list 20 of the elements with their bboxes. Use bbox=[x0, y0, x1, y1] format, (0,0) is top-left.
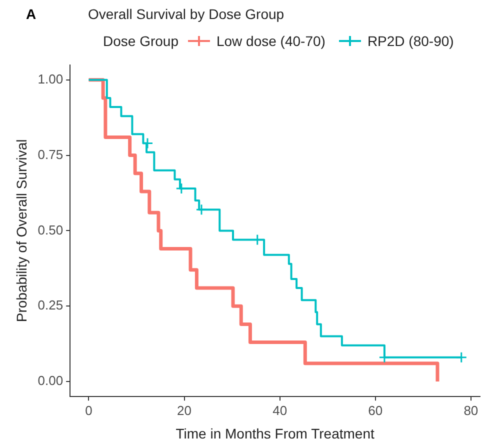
y-tick-label: 0.25 bbox=[38, 298, 64, 313]
y-axis-title: Probability of Overall Survival bbox=[13, 139, 30, 322]
x-tick-label: 60 bbox=[368, 402, 383, 418]
x-tick-label: 20 bbox=[177, 402, 192, 418]
legend-title: Dose Group bbox=[103, 33, 178, 49]
x-tick-label: 40 bbox=[272, 402, 288, 418]
y-tick-label: 1.00 bbox=[38, 71, 64, 86]
y-tick-label: 0.75 bbox=[38, 146, 64, 162]
y-tick-label: 0.00 bbox=[38, 373, 64, 388]
x-axis-title: Time in Months From Treatment bbox=[176, 425, 374, 442]
point bbox=[196, 204, 208, 216]
x-tick-label: 0 bbox=[85, 402, 92, 418]
x-tick-label: 80 bbox=[464, 402, 478, 418]
point bbox=[456, 352, 468, 364]
point bbox=[378, 352, 390, 364]
y-tick-label: 0.50 bbox=[38, 222, 64, 238]
chart-title: Overall Survival by Dose Group bbox=[88, 6, 284, 22]
legend-label: RP2D (80-90) bbox=[367, 33, 454, 49]
legend-label: Low dose (40-70) bbox=[216, 33, 326, 49]
text: A bbox=[26, 6, 36, 22]
